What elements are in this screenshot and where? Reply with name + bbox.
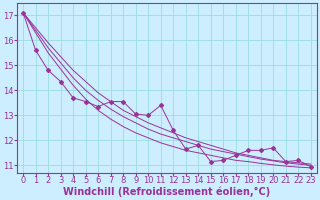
X-axis label: Windchill (Refroidissement éolien,°C): Windchill (Refroidissement éolien,°C) [63,187,271,197]
